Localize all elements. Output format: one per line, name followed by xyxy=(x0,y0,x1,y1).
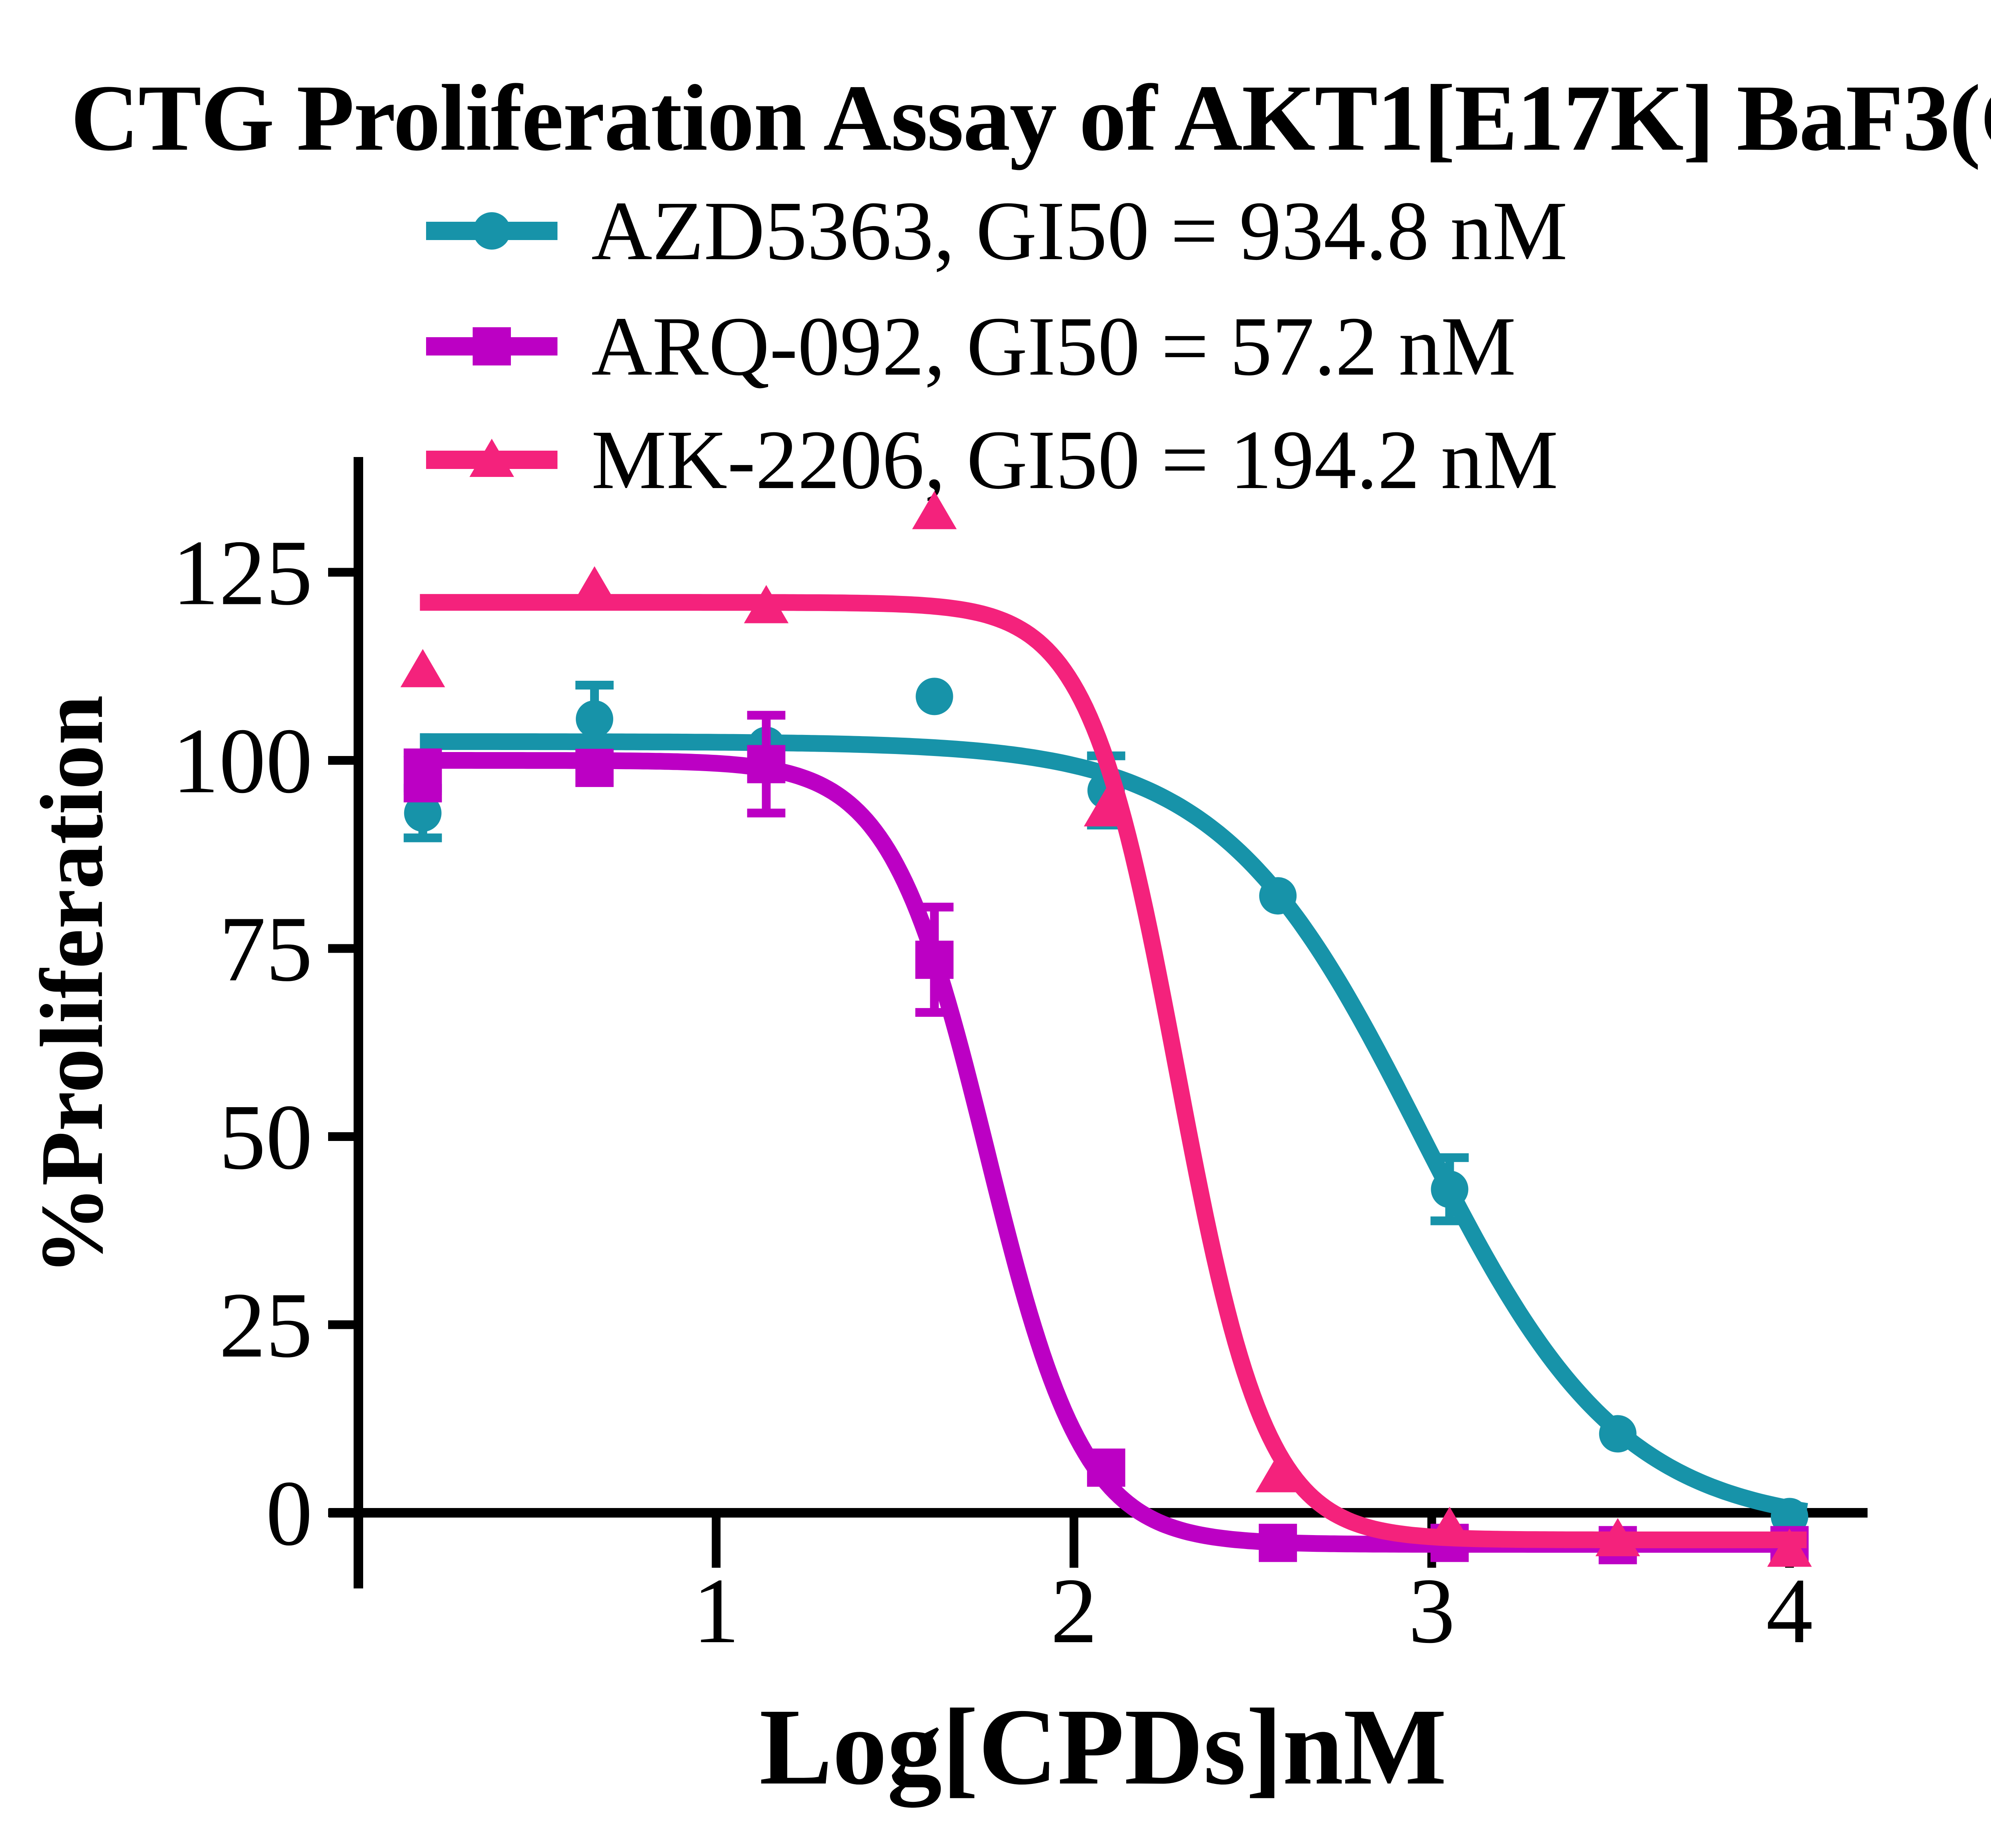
series-curve-arq-092 xyxy=(420,752,1807,1553)
data-point-arq-092 xyxy=(915,940,954,979)
y-tick-label: 50 xyxy=(219,1085,313,1189)
legend: AZD5363, GI50 = 934.8 nM ARQ-092, GI50 =… xyxy=(0,0,1991,537)
data-point-mk-2206 xyxy=(1767,1528,1812,1567)
data-point-azd5363 xyxy=(1771,1498,1808,1535)
data-point-arq-092 xyxy=(575,748,614,787)
series-curve-azd5363 xyxy=(420,733,1808,1520)
y-tick-label: 75 xyxy=(219,897,313,1001)
legend-item-mk-2206: MK-2206, GI50 = 194.2 nM xyxy=(422,408,1558,512)
triangle-series-marker-icon xyxy=(426,439,557,477)
data-point-mk-2206 xyxy=(912,491,957,529)
square-series-marker-icon xyxy=(426,327,557,365)
legend-circle-glyph xyxy=(473,212,510,250)
series-curve-mk-2206 xyxy=(420,594,1807,1548)
y-tick-label: 0 xyxy=(266,1461,313,1565)
data-point-mk-2206 xyxy=(744,585,789,623)
data-point-azd5363 xyxy=(404,794,442,832)
circle-series-marker-icon xyxy=(426,212,557,250)
data-point-azd5363 xyxy=(915,678,953,715)
data-point-azd5363 xyxy=(1259,877,1297,915)
data-point-mk-2206 xyxy=(1595,1518,1640,1557)
y-tick-label: 25 xyxy=(219,1274,313,1377)
data-point-azd5363 xyxy=(1431,1170,1469,1208)
data-point-arq-092 xyxy=(1259,1524,1297,1562)
data-point-mk-2206 xyxy=(572,566,617,605)
data-point-arq-092 xyxy=(747,745,786,783)
data-point-mk-2206 xyxy=(1427,1506,1472,1545)
legend-triangle-glyph xyxy=(469,439,514,477)
data-point-mk-2206 xyxy=(1256,1454,1301,1492)
data-point-azd5363 xyxy=(576,700,614,738)
data-point-arq-092 xyxy=(403,756,442,795)
y-tick-label: 100 xyxy=(172,709,313,813)
x-tick-label: 1 xyxy=(693,1559,740,1662)
legend-item-azd5363: AZD5363, GI50 = 934.8 nM xyxy=(422,179,1567,283)
data-point-mk-2206 xyxy=(400,649,445,688)
x-tick-label: 4 xyxy=(1766,1559,1813,1662)
data-point-arq-092 xyxy=(1087,1448,1125,1487)
x-axis-title: Log[CPDs]nM xyxy=(759,1686,1447,1807)
x-tick-label: 2 xyxy=(1050,1559,1097,1662)
y-tick-label: 125 xyxy=(172,521,313,625)
data-point-mk-2206 xyxy=(1084,788,1128,826)
legend-label: AZD5363, GI50 = 934.8 nM xyxy=(591,184,1568,277)
legend-label: ARQ-092, GI50 = 57.2 nM xyxy=(591,299,1516,393)
legend-item-arq-092: ARQ-092, GI50 = 57.2 nM xyxy=(422,295,1516,398)
chart-title: CTG Proliferation Assay of AKT1[E17K] Ba… xyxy=(70,66,1991,170)
legend-label: MK-2206, GI50 = 194.2 nM xyxy=(591,413,1558,506)
data-point-azd5363 xyxy=(1599,1415,1637,1453)
legend-square-glyph xyxy=(473,327,511,365)
x-tick-label: 3 xyxy=(1408,1559,1455,1662)
